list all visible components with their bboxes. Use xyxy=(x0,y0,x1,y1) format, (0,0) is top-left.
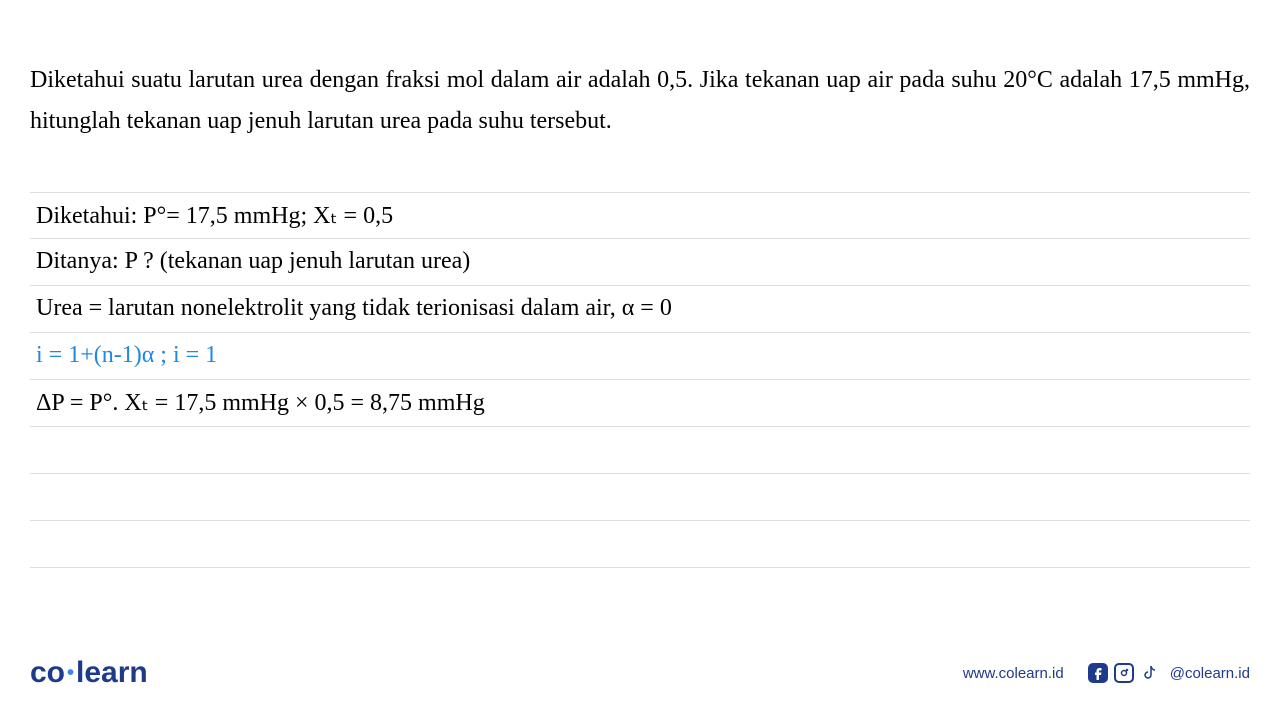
solution-line-7-empty xyxy=(30,474,1250,521)
solution-line-3: Urea = larutan nonelektrolit yang tidak … xyxy=(30,286,1250,333)
footer-right: www.colearn.id @colearn.id xyxy=(963,663,1250,683)
brand-logo: co • learn xyxy=(30,656,148,690)
tiktok-icon xyxy=(1140,663,1160,683)
logo-part2: learn xyxy=(76,656,148,690)
logo-dot-icon: • xyxy=(67,662,74,685)
social-icons: @colearn.id xyxy=(1088,663,1250,683)
footer: co • learn www.colearn.id xyxy=(0,656,1280,690)
solution-line-1: Diketahui: P°= 17,5 mmHg; Xₜ = 0,5 xyxy=(30,192,1250,239)
solution-line-8-empty xyxy=(30,521,1250,568)
solution-line-6-empty xyxy=(30,427,1250,474)
solution-area: Diketahui: P°= 17,5 mmHg; Xₜ = 0,5 Ditan… xyxy=(30,192,1250,568)
solution-line-4-highlighted: i = 1+(n-1)α ; i = 1 xyxy=(30,333,1250,380)
solution-line-2: Ditanya: P ? (tekanan uap jenuh larutan … xyxy=(30,239,1250,286)
social-handle: @colearn.id xyxy=(1170,665,1250,682)
question-text: Diketahui suatu larutan urea dengan frak… xyxy=(0,0,1280,162)
logo-part1: co xyxy=(30,656,65,690)
instagram-icon xyxy=(1114,663,1134,683)
facebook-icon xyxy=(1088,663,1108,683)
website-url: www.colearn.id xyxy=(963,665,1064,682)
solution-line-5: ΔP = P°. Xₜ = 17,5 mmHg × 0,5 = 8,75 mmH… xyxy=(30,380,1250,427)
